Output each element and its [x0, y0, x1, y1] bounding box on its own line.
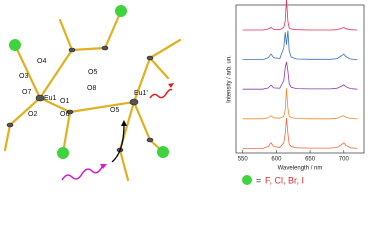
- atom: [146, 137, 154, 143]
- legend-equals: =: [256, 175, 261, 185]
- bond: [13, 43, 42, 100]
- excitation-arrow: [61, 166, 103, 181]
- atom: [6, 122, 14, 128]
- atom-label: O5: [110, 107, 119, 114]
- arrow-head: [100, 164, 107, 169]
- atom-label: O5: [88, 69, 97, 76]
- bond: [148, 38, 182, 60]
- bond: [118, 148, 130, 182]
- graphic: O4 O3 O5 O7 Eu1 O8 O1 O2 O6 O5 Eu1' Wavelength / n…: [3, 0, 365, 185]
- atom-labels: O4 O3 O5 O7 Eu1 O8 O1 O2 O6 O5 Eu1': [19, 58, 148, 118]
- atom-label: O1: [60, 98, 69, 105]
- atom-label: Eu1: [44, 95, 57, 102]
- plot-frame: [235, 4, 365, 154]
- x-axis-title: Wavelength / nm: [278, 166, 323, 172]
- atom: [146, 55, 154, 61]
- halide: [9, 39, 21, 51]
- arrow-head: [168, 83, 174, 88]
- atom: [35, 94, 45, 102]
- emission-arrow: [149, 88, 173, 99]
- halide: [57, 147, 69, 159]
- bond: [132, 100, 152, 142]
- bond: [70, 46, 107, 52]
- molecule: [3, 5, 182, 182]
- arrow-head: [121, 120, 127, 126]
- atom-label: O2: [28, 111, 37, 118]
- bond: [68, 100, 136, 114]
- bond: [8, 96, 42, 127]
- bond: [132, 56, 152, 104]
- bond: [61, 110, 72, 155]
- spectrum-line: [242, 88, 358, 120]
- atom: [101, 45, 109, 51]
- spectrum-line: [242, 30, 358, 60]
- y-axis-title: Intensity / arb. un.: [227, 55, 233, 103]
- atom-label: O7: [22, 89, 31, 96]
- spectrum-line: [242, 61, 358, 90]
- transfer-arrow: [111, 123, 125, 163]
- bond: [58, 18, 74, 52]
- legend-label: F, Cl, Br, I: [265, 175, 304, 185]
- atom: [129, 98, 139, 106]
- atom: [66, 109, 74, 115]
- atom-label: O8: [87, 85, 96, 92]
- atom-label: Eu1': [134, 90, 148, 97]
- atom-label: O3: [19, 73, 28, 80]
- x-tick-label: 600: [271, 157, 282, 163]
- spectrum-line: [242, 117, 358, 149]
- atom: [68, 47, 76, 53]
- halide: [157, 146, 169, 158]
- atom-label: O4: [37, 58, 46, 65]
- bond: [103, 9, 123, 50]
- bond: [148, 56, 170, 80]
- atom-label: O6: [60, 111, 69, 118]
- halide: [115, 5, 127, 17]
- legend-symbol: [242, 175, 252, 185]
- bond: [3, 123, 12, 152]
- bond: [38, 96, 72, 114]
- spectrum-line: [242, 0, 358, 31]
- x-tick-label: 700: [339, 157, 350, 163]
- x-tick-label: 650: [305, 157, 316, 163]
- bond: [38, 48, 74, 100]
- x-tick-label: 550: [238, 157, 249, 163]
